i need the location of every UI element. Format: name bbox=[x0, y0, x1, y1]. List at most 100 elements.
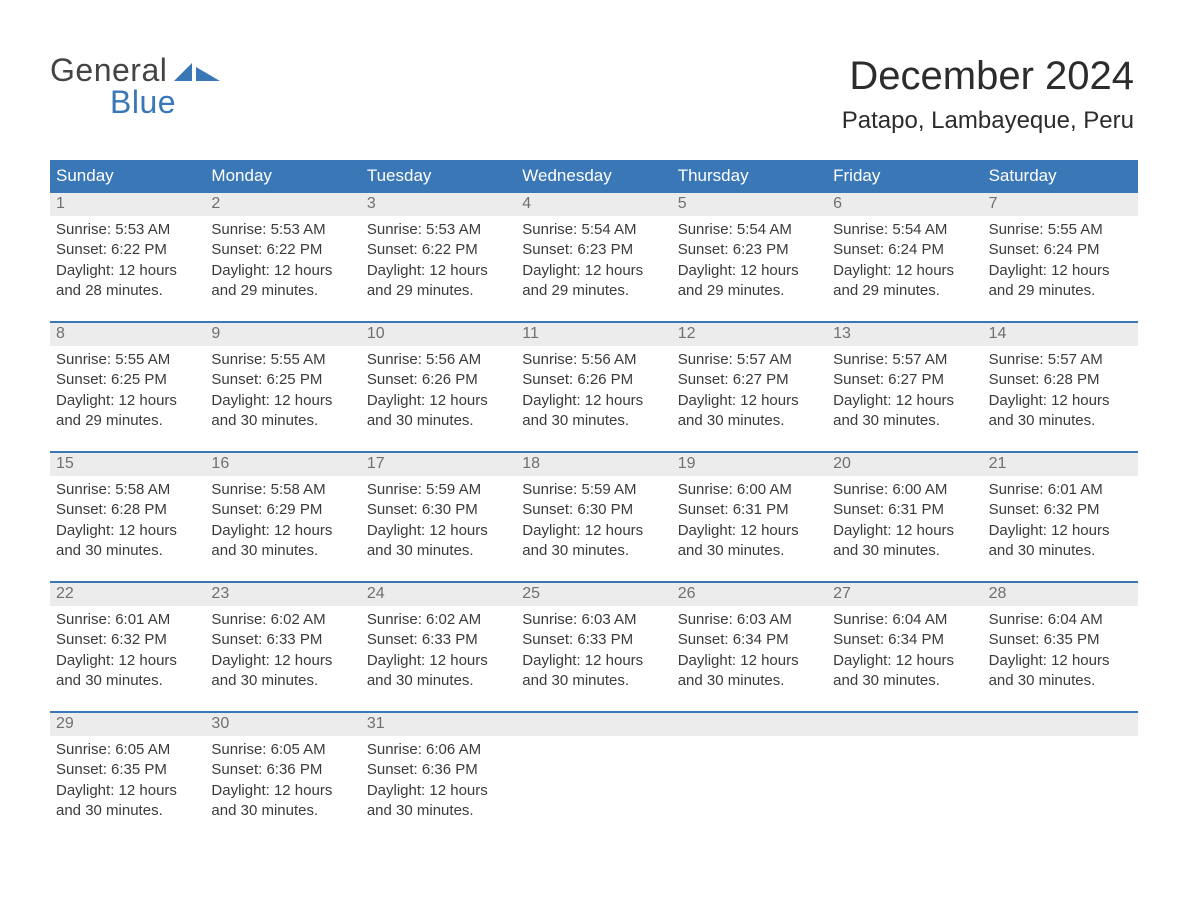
day-d1: Daylight: 12 hours bbox=[989, 261, 1132, 281]
day-body: Sunrise: 5:55 AMSunset: 6:25 PMDaylight:… bbox=[50, 346, 205, 431]
day-d2: and 30 minutes. bbox=[833, 671, 976, 691]
calendar-week: 8Sunrise: 5:55 AMSunset: 6:25 PMDaylight… bbox=[50, 321, 1138, 451]
calendar-day: 21Sunrise: 6:01 AMSunset: 6:32 PMDayligh… bbox=[983, 453, 1138, 581]
calendar-day: 12Sunrise: 5:57 AMSunset: 6:27 PMDayligh… bbox=[672, 323, 827, 451]
title-block: December 2024 Patapo, Lambayeque, Peru bbox=[842, 54, 1134, 135]
day-d1: Daylight: 12 hours bbox=[989, 521, 1132, 541]
day-d1: Daylight: 12 hours bbox=[522, 261, 665, 281]
day-number: 14 bbox=[983, 323, 1138, 346]
day-sunset: Sunset: 6:28 PM bbox=[56, 500, 199, 520]
day-sunset: Sunset: 6:23 PM bbox=[522, 240, 665, 260]
day-body: Sunrise: 6:03 AMSunset: 6:34 PMDaylight:… bbox=[672, 606, 827, 691]
day-number: 1 bbox=[50, 193, 205, 216]
day-d1: Daylight: 12 hours bbox=[522, 391, 665, 411]
day-d1: Daylight: 12 hours bbox=[56, 391, 199, 411]
day-d1: Daylight: 12 hours bbox=[833, 521, 976, 541]
head-wednesday: Wednesday bbox=[516, 160, 671, 193]
day-body: Sunrise: 6:04 AMSunset: 6:35 PMDaylight:… bbox=[983, 606, 1138, 691]
day-d1: Daylight: 12 hours bbox=[367, 391, 510, 411]
day-d2: and 30 minutes. bbox=[989, 411, 1132, 431]
day-sunset: Sunset: 6:26 PM bbox=[522, 370, 665, 390]
day-sunrise: Sunrise: 5:55 AM bbox=[211, 350, 354, 370]
calendar-day: 22Sunrise: 6:01 AMSunset: 6:32 PMDayligh… bbox=[50, 583, 205, 711]
day-sunset: Sunset: 6:22 PM bbox=[211, 240, 354, 260]
day-sunrise: Sunrise: 5:57 AM bbox=[833, 350, 976, 370]
day-body: Sunrise: 5:57 AMSunset: 6:28 PMDaylight:… bbox=[983, 346, 1138, 431]
calendar-day: 25Sunrise: 6:03 AMSunset: 6:33 PMDayligh… bbox=[516, 583, 671, 711]
day-number: 3 bbox=[361, 193, 516, 216]
calendar-day: 28Sunrise: 6:04 AMSunset: 6:35 PMDayligh… bbox=[983, 583, 1138, 711]
day-sunset: Sunset: 6:26 PM bbox=[367, 370, 510, 390]
month-title: December 2024 bbox=[842, 54, 1134, 99]
day-number: 6 bbox=[827, 193, 982, 216]
day-d2: and 30 minutes. bbox=[833, 411, 976, 431]
day-d2: and 29 minutes. bbox=[211, 281, 354, 301]
day-sunrise: Sunrise: 5:53 AM bbox=[211, 220, 354, 240]
day-d1: Daylight: 12 hours bbox=[522, 651, 665, 671]
day-d2: and 30 minutes. bbox=[833, 541, 976, 561]
day-sunset: Sunset: 6:36 PM bbox=[367, 760, 510, 780]
day-number: 25 bbox=[516, 583, 671, 606]
calendar-day bbox=[983, 713, 1138, 841]
calendar-day: 15Sunrise: 5:58 AMSunset: 6:28 PMDayligh… bbox=[50, 453, 205, 581]
day-sunrise: Sunrise: 6:03 AM bbox=[522, 610, 665, 630]
day-body: Sunrise: 5:56 AMSunset: 6:26 PMDaylight:… bbox=[361, 346, 516, 431]
day-number: 18 bbox=[516, 453, 671, 476]
day-body: Sunrise: 6:05 AMSunset: 6:36 PMDaylight:… bbox=[205, 736, 360, 821]
day-d1: Daylight: 12 hours bbox=[56, 521, 199, 541]
calendar-day: 13Sunrise: 5:57 AMSunset: 6:27 PMDayligh… bbox=[827, 323, 982, 451]
day-number: 10 bbox=[361, 323, 516, 346]
day-d1: Daylight: 12 hours bbox=[211, 391, 354, 411]
day-sunset: Sunset: 6:24 PM bbox=[989, 240, 1132, 260]
day-sunset: Sunset: 6:25 PM bbox=[56, 370, 199, 390]
calendar-grid: Sunday Monday Tuesday Wednesday Thursday… bbox=[50, 160, 1138, 841]
day-sunrise: Sunrise: 5:56 AM bbox=[367, 350, 510, 370]
day-sunrise: Sunrise: 6:05 AM bbox=[211, 740, 354, 760]
day-number: 8 bbox=[50, 323, 205, 346]
day-d1: Daylight: 12 hours bbox=[833, 651, 976, 671]
day-d2: and 29 minutes. bbox=[678, 281, 821, 301]
calendar-week: 15Sunrise: 5:58 AMSunset: 6:28 PMDayligh… bbox=[50, 451, 1138, 581]
day-body: Sunrise: 5:53 AMSunset: 6:22 PMDaylight:… bbox=[205, 216, 360, 301]
day-d1: Daylight: 12 hours bbox=[56, 651, 199, 671]
day-body: Sunrise: 5:53 AMSunset: 6:22 PMDaylight:… bbox=[361, 216, 516, 301]
day-d2: and 29 minutes. bbox=[522, 281, 665, 301]
day-number: 21 bbox=[983, 453, 1138, 476]
brand-logo: General Blue bbox=[50, 54, 222, 118]
day-sunrise: Sunrise: 6:00 AM bbox=[678, 480, 821, 500]
calendar-day: 30Sunrise: 6:05 AMSunset: 6:36 PMDayligh… bbox=[205, 713, 360, 841]
day-d1: Daylight: 12 hours bbox=[678, 391, 821, 411]
day-number: 20 bbox=[827, 453, 982, 476]
day-sunrise: Sunrise: 5:56 AM bbox=[522, 350, 665, 370]
day-sunrise: Sunrise: 6:04 AM bbox=[833, 610, 976, 630]
day-d2: and 30 minutes. bbox=[678, 411, 821, 431]
day-d2: and 30 minutes. bbox=[211, 671, 354, 691]
calendar-day: 8Sunrise: 5:55 AMSunset: 6:25 PMDaylight… bbox=[50, 323, 205, 451]
day-number: 31 bbox=[361, 713, 516, 736]
day-number: 19 bbox=[672, 453, 827, 476]
day-sunrise: Sunrise: 5:55 AM bbox=[56, 350, 199, 370]
day-d2: and 30 minutes. bbox=[522, 671, 665, 691]
calendar-week: 22Sunrise: 6:01 AMSunset: 6:32 PMDayligh… bbox=[50, 581, 1138, 711]
day-sunrise: Sunrise: 6:02 AM bbox=[367, 610, 510, 630]
day-d1: Daylight: 12 hours bbox=[678, 651, 821, 671]
calendar-day: 18Sunrise: 5:59 AMSunset: 6:30 PMDayligh… bbox=[516, 453, 671, 581]
calendar-day: 24Sunrise: 6:02 AMSunset: 6:33 PMDayligh… bbox=[361, 583, 516, 711]
day-number: 28 bbox=[983, 583, 1138, 606]
day-d2: and 29 minutes. bbox=[56, 411, 199, 431]
day-sunrise: Sunrise: 6:00 AM bbox=[833, 480, 976, 500]
calendar-week: 29Sunrise: 6:05 AMSunset: 6:35 PMDayligh… bbox=[50, 711, 1138, 841]
day-sunrise: Sunrise: 5:57 AM bbox=[989, 350, 1132, 370]
day-sunrise: Sunrise: 5:54 AM bbox=[678, 220, 821, 240]
day-number: 26 bbox=[672, 583, 827, 606]
day-number: 16 bbox=[205, 453, 360, 476]
day-body: Sunrise: 5:55 AMSunset: 6:25 PMDaylight:… bbox=[205, 346, 360, 431]
day-number: 13 bbox=[827, 323, 982, 346]
head-monday: Monday bbox=[205, 160, 360, 193]
calendar-day: 26Sunrise: 6:03 AMSunset: 6:34 PMDayligh… bbox=[672, 583, 827, 711]
day-body: Sunrise: 5:54 AMSunset: 6:23 PMDaylight:… bbox=[516, 216, 671, 301]
day-number: 17 bbox=[361, 453, 516, 476]
day-number: 30 bbox=[205, 713, 360, 736]
calendar-weeks: 1Sunrise: 5:53 AMSunset: 6:22 PMDaylight… bbox=[50, 193, 1138, 841]
day-body: Sunrise: 6:05 AMSunset: 6:35 PMDaylight:… bbox=[50, 736, 205, 821]
